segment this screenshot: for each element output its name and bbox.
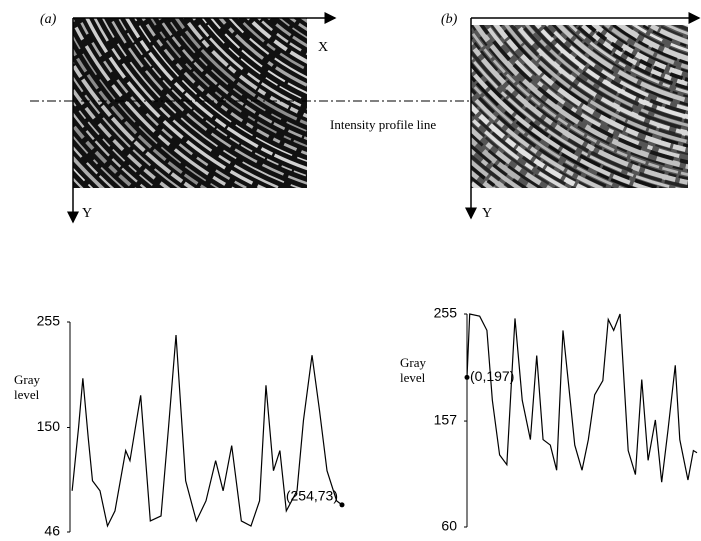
texture-stripe <box>117 18 307 177</box>
y-tick-label: 255 <box>37 313 61 329</box>
texture-stripe <box>73 100 158 188</box>
profile-curve <box>71 335 343 528</box>
texture-stripe <box>166 18 307 133</box>
texture-stripe <box>182 18 307 118</box>
axis-name: X <box>318 40 328 55</box>
texture-stripe <box>73 177 84 188</box>
texture-stripe <box>563 25 688 98</box>
texture-stripe <box>77 18 250 188</box>
panel-label: (a) <box>40 12 57 27</box>
texture-stripe <box>471 102 588 188</box>
y-tick-label: 255 <box>434 305 458 321</box>
texture-stripe <box>484 25 688 161</box>
texture-stripe <box>473 25 688 170</box>
texture-stripe <box>471 35 688 180</box>
texture-stripe <box>493 25 688 153</box>
texture-stripe <box>533 25 688 120</box>
profile-curve <box>466 313 698 483</box>
texture-stripe <box>524 25 688 127</box>
texture-stripe <box>73 18 236 188</box>
texture-stripe <box>209 18 307 95</box>
axis-name: Y <box>482 206 492 221</box>
texture-stripe <box>191 18 307 110</box>
y-axis-label: Gray level <box>14 372 40 402</box>
y-tick-label: 46 <box>44 523 60 539</box>
texture-stripe <box>73 155 105 188</box>
y-tick-label: 150 <box>37 418 61 434</box>
texture-stripe <box>471 109 577 188</box>
profile-note: Intensity profile line <box>330 117 437 132</box>
texture-stripe <box>141 18 307 156</box>
texture-stripe <box>471 86 615 188</box>
texture-stripe <box>149 18 307 148</box>
texture-stripe <box>73 75 182 188</box>
texture-stripe <box>73 134 125 188</box>
texture-stripe <box>157 18 307 141</box>
texture-stripe <box>73 34 220 188</box>
texture-stripe <box>508 25 688 140</box>
texture-stripe <box>101 18 302 188</box>
texture-stripe <box>490 25 688 156</box>
y-tick-label: 60 <box>441 518 457 534</box>
texture-stripe <box>471 80 626 188</box>
texture-stripe <box>93 18 284 188</box>
y-axis-label: Gray level <box>400 355 426 385</box>
texture-stripe <box>471 67 653 188</box>
texture-stripes-a <box>73 0 420 188</box>
texture-stripes-b <box>471 25 688 188</box>
texture-stripe <box>73 60 196 188</box>
texture-stripe <box>109 18 307 185</box>
texture-stripe <box>73 86 171 188</box>
texture-stripe <box>228 18 307 79</box>
texture-stripe <box>471 48 688 188</box>
texture-stripe <box>124 18 307 171</box>
texture-stripe <box>555 25 688 103</box>
texture-stripe <box>471 99 594 188</box>
texture-stripe <box>512 25 688 137</box>
panel-label: (b) <box>441 12 458 27</box>
texture-stripe <box>551 25 688 107</box>
texture-stripe <box>545 25 688 111</box>
texture-stripe <box>85 18 267 188</box>
axis-name: Y <box>82 206 92 221</box>
texture-stripe <box>174 18 307 126</box>
texture-stripe <box>471 61 666 188</box>
texture-stripe <box>479 25 688 165</box>
texture-stripe <box>529 25 688 124</box>
texture-stripe <box>504 25 688 144</box>
texture-stripe <box>133 18 307 162</box>
texture-stripe <box>471 28 688 176</box>
texture-stripe <box>519 25 688 132</box>
annotated-point <box>339 502 345 508</box>
annotated-point <box>464 374 470 380</box>
point-annotation: (254,73) <box>286 488 338 504</box>
point-annotation: (0,197) <box>470 368 514 384</box>
texture-stripe <box>237 18 307 72</box>
texture-stripe <box>250 0 420 20</box>
texture-stripe <box>471 91 606 188</box>
y-tick-label: 157 <box>434 412 458 428</box>
texture-stripe <box>499 25 688 148</box>
texture-stripe <box>471 25 688 172</box>
texture-stripe <box>471 74 638 188</box>
texture-stripe <box>73 145 115 188</box>
